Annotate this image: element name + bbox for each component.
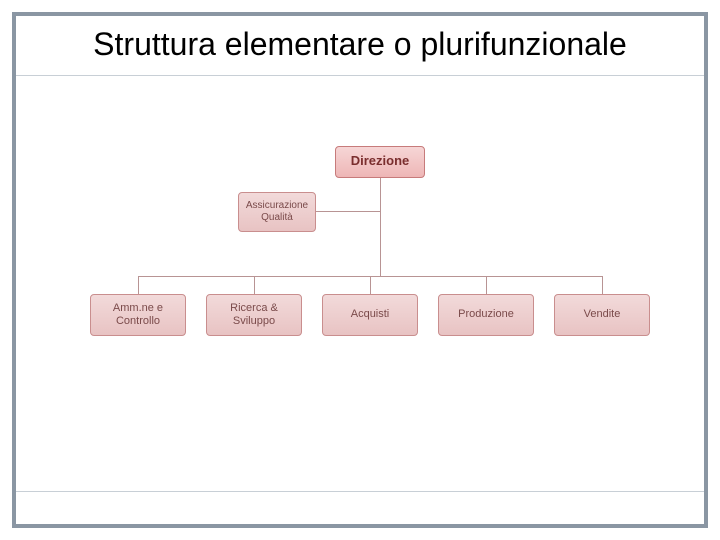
- node-staff: Assicurazione Qualità: [238, 192, 316, 232]
- node-label: Acquisti: [351, 308, 390, 321]
- node-dept: Acquisti: [322, 294, 418, 336]
- connector: [370, 276, 371, 294]
- node-label: Ricerca & Sviluppo: [213, 302, 295, 327]
- slide-title: Struttura elementare o plurifunzionale: [36, 26, 684, 63]
- org-chart: Direzione Assicurazione Qualità Amm.ne e…: [80, 146, 640, 346]
- node-root: Direzione: [335, 146, 425, 178]
- node-dept: Amm.ne e Controllo: [90, 294, 186, 336]
- node-label: Assicurazione Qualità: [245, 200, 309, 223]
- connector: [254, 276, 255, 294]
- node-label: Vendite: [584, 308, 621, 321]
- divider-top: [16, 75, 704, 76]
- slide-frame: Struttura elementare o plurifunzionale D…: [12, 12, 708, 528]
- node-label: Direzione: [351, 154, 410, 169]
- connector: [138, 276, 139, 294]
- connector: [486, 276, 487, 294]
- node-label: Produzione: [458, 308, 514, 321]
- divider-bottom: [16, 491, 704, 492]
- node-label: Amm.ne e Controllo: [97, 302, 179, 327]
- connector: [316, 211, 380, 212]
- title-container: Struttura elementare o plurifunzionale: [16, 16, 704, 71]
- connector: [602, 276, 603, 294]
- node-dept: Ricerca & Sviluppo: [206, 294, 302, 336]
- node-dept: Produzione: [438, 294, 534, 336]
- connector: [380, 178, 381, 276]
- node-dept: Vendite: [554, 294, 650, 336]
